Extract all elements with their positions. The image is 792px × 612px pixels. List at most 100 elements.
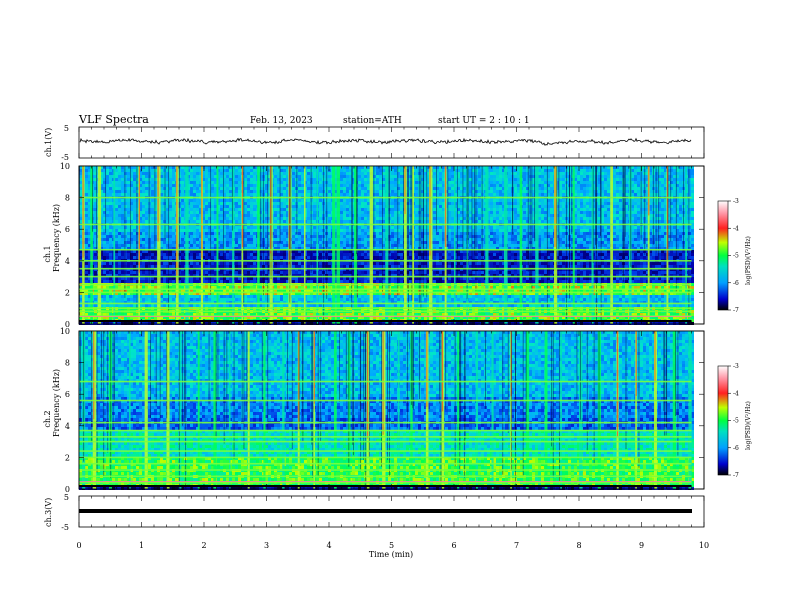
colorbar-tick-label--6: -6 [733, 445, 739, 452]
ch1-spectrogram-image [79, 166, 694, 325]
burst-mark-strong [367, 331, 368, 439]
burst-mark [282, 331, 285, 489]
burst-mark [257, 166, 260, 324]
y-tick-label-8: 8 [65, 359, 70, 368]
colorbar-ch2-gradient [717, 365, 729, 476]
x-tick-label-2: 2 [201, 541, 206, 550]
burst-mark [313, 331, 315, 489]
burst-mark-strong [298, 331, 300, 424]
colorbar-ch2: -3 -4 -5 -6 -7 log(PSD)(V²/Hz) [717, 363, 752, 479]
burst-mark [610, 166, 613, 324]
date-label: Feb. 13, 2023 [250, 116, 313, 126]
burst-mark-strong [617, 331, 618, 437]
burst-mark-strong [426, 331, 428, 407]
burst-mark [397, 331, 400, 489]
x-tick-label-6: 6 [451, 541, 456, 550]
band-mark [79, 307, 692, 309]
burst-mark [491, 331, 494, 489]
burst-mark-strong [667, 166, 668, 260]
y-tick-label-4: 4 [65, 257, 70, 266]
burst-mark [504, 166, 508, 324]
burst-mark [654, 331, 657, 489]
band-mark [79, 260, 692, 262]
band-mark [79, 399, 692, 402]
colorbar-ch2-label: log(PSD)(V²/Hz) [745, 401, 752, 450]
burst-mark [510, 331, 512, 489]
burst-mark-strong [242, 166, 243, 248]
burst-mark [457, 331, 460, 489]
burst-mark [304, 166, 306, 324]
x-tick-label-7: 7 [514, 541, 519, 550]
burst-mark [475, 331, 478, 489]
y-tick-label-0: 0 [65, 485, 70, 494]
burst-mark [560, 331, 562, 489]
band-mark [79, 440, 692, 443]
band-mark [79, 267, 692, 270]
ch3-ytick-top: 5 [64, 493, 69, 502]
colorbar-ch1-label: log(PSD)(V²/Hz) [745, 236, 752, 285]
band-mark [79, 450, 692, 452]
burst-mark [685, 166, 687, 324]
burst-mark [185, 166, 189, 324]
band-mark [79, 456, 692, 459]
ch2-spec-ylabel: Frequency (kHz) [52, 369, 61, 437]
burst-mark [113, 166, 116, 324]
burst-mark-strong [635, 331, 637, 396]
ch1-spec-label-top: ch.1 [43, 245, 52, 262]
start-time-label: start UT = 2 : 10 : 1 [438, 116, 530, 126]
ch3-waveform-line [79, 509, 692, 513]
burst-mark [334, 331, 337, 489]
ch3-waveform-panel: 5 -5 ch.3(V) [44, 493, 705, 532]
burst-mark [572, 166, 575, 324]
x-tick-label-1: 1 [139, 541, 144, 550]
burst-mark-strong [382, 331, 384, 435]
band-mark [79, 481, 692, 484]
ch1-waveform-panel: 5 -5 ch.1(V) [44, 124, 705, 162]
ch1-spec-ylabel: Frequency (kHz) [52, 204, 61, 272]
burst-mark [247, 331, 250, 489]
ch2-spectrogram-image [79, 331, 694, 490]
ch1-waveform-line [79, 137, 692, 146]
burst-mark-strong [82, 166, 84, 258]
y-tick-label-6: 6 [65, 390, 70, 399]
band-mark [79, 302, 692, 305]
burst-mark-strong [445, 166, 447, 247]
band-mark [79, 291, 692, 294]
x-tick-label-8: 8 [576, 541, 581, 550]
burst-mark [316, 166, 319, 324]
burst-mark [332, 166, 336, 324]
band-mark [79, 469, 692, 471]
x-tick-label-3: 3 [264, 541, 269, 550]
burst-mark-strong [313, 331, 315, 404]
burst-mark [629, 166, 632, 324]
y-tick-label-2: 2 [65, 288, 70, 297]
burst-mark-strong [176, 166, 178, 276]
burst-mark [412, 166, 415, 324]
burst-mark-strong [270, 166, 272, 254]
burst-mark [97, 166, 102, 324]
burst-mark-strong [404, 166, 406, 214]
burst-mark [232, 166, 235, 324]
ch1-waveform-ylabel: ch.1(V) [44, 128, 53, 157]
burst-mark [429, 166, 433, 324]
ch3-ytick-bottom: -5 [61, 523, 69, 532]
burst-mark [336, 166, 340, 324]
burst-mark [404, 166, 407, 324]
burst-mark-strong [157, 166, 159, 242]
figure-title: VLF Spectra [78, 113, 149, 126]
colorbar-tick-label--4: -4 [733, 225, 739, 232]
burst-mark [92, 331, 97, 489]
burst-mark-strong [288, 166, 290, 265]
band-mark [79, 248, 692, 251]
x-tick-label-9: 9 [639, 541, 644, 550]
colorbar-tick-label--7: -7 [733, 472, 739, 479]
burst-mark-strong [429, 166, 431, 256]
y-tick-label-10: 10 [60, 162, 70, 171]
station-label: station=ATH [343, 116, 402, 126]
colorbar-tick-label--7: -7 [733, 307, 739, 314]
x-tick-label-5: 5 [389, 541, 394, 550]
band-mark [79, 196, 692, 199]
burst-mark [544, 331, 548, 489]
colorbar-ch1: -3 -4 -5 -6 -7 log(PSD)(V²/Hz) [717, 198, 752, 314]
burst-mark [354, 166, 358, 324]
